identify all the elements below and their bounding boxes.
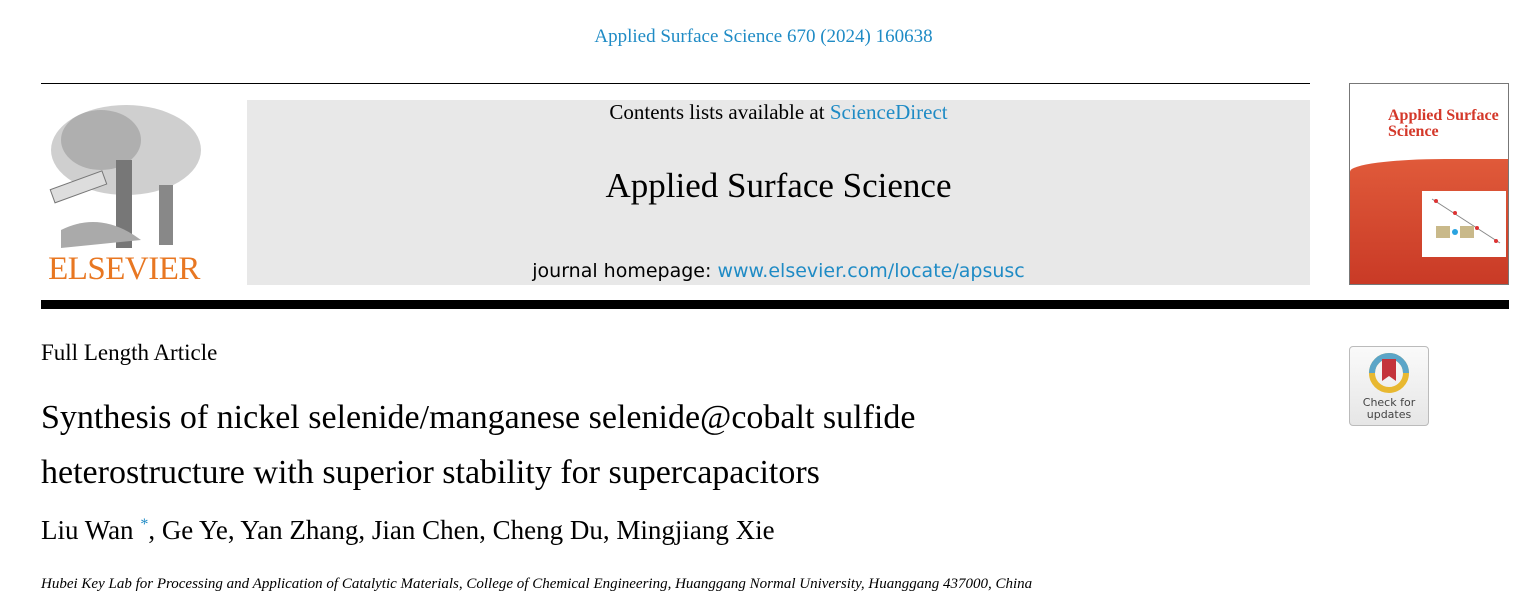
- author[interactable]: Yan Zhang: [240, 515, 359, 545]
- bookmark-ring-icon: [1369, 353, 1409, 393]
- author[interactable]: Mingjiang Xie: [616, 515, 775, 545]
- journal-name: Applied Surface Science: [605, 166, 952, 205]
- elsevier-logo[interactable]: ELSEVIER: [41, 100, 207, 288]
- author-list: Liu Wan *, Ge Ye, Yan Zhang, Jian Chen, …: [41, 515, 775, 545]
- author[interactable]: Ge Ye: [161, 515, 228, 545]
- title-line-1: Synthesis of nickel selenide/manganese s…: [41, 399, 916, 436]
- article-type: Full Length Article: [41, 340, 218, 365]
- badge-line-1: Check for: [1362, 396, 1416, 409]
- check-for-updates-label: Check for updates: [1350, 397, 1428, 421]
- journal-banner: Contents lists available at ScienceDirec…: [247, 100, 1310, 285]
- header-rule: [41, 300, 1509, 309]
- sciencedirect-link[interactable]: ScienceDirect: [829, 100, 948, 124]
- journal-citation[interactable]: Applied Surface Science 670 (2024) 16063…: [594, 26, 933, 47]
- elsevier-wordmark: ELSEVIER: [48, 251, 200, 287]
- tree-icon: [41, 100, 207, 250]
- badge-line-2: updates: [1366, 408, 1412, 421]
- journal-cover[interactable]: Applied Surface Science: [1349, 83, 1509, 285]
- author[interactable]: Cheng Du: [492, 515, 603, 545]
- article-title: Synthesis of nickel selenide/manganese s…: [41, 390, 1241, 500]
- author[interactable]: Liu Wan: [41, 515, 134, 545]
- author[interactable]: Jian Chen: [371, 515, 480, 545]
- affiliation: Hubei Key Lab for Processing and Applica…: [41, 576, 1033, 592]
- corresponding-author-mark[interactable]: *: [140, 516, 149, 533]
- homepage-label: journal homepage:: [532, 260, 718, 282]
- homepage-line: journal homepage: www.elsevier.com/locat…: [247, 260, 1310, 282]
- homepage-link[interactable]: www.elsevier.com/locate/apsusc: [717, 260, 1025, 282]
- contents-label: Contents lists available at: [609, 100, 830, 124]
- cover-figure: [1422, 191, 1506, 257]
- contents-line: Contents lists available at ScienceDirec…: [247, 100, 1310, 125]
- title-line-2: heterostructure with superior stability …: [41, 454, 820, 491]
- cover-title: Applied Surface Science: [1388, 107, 1499, 140]
- check-for-updates-button[interactable]: Check for updates: [1349, 346, 1429, 426]
- divider: [41, 83, 1310, 84]
